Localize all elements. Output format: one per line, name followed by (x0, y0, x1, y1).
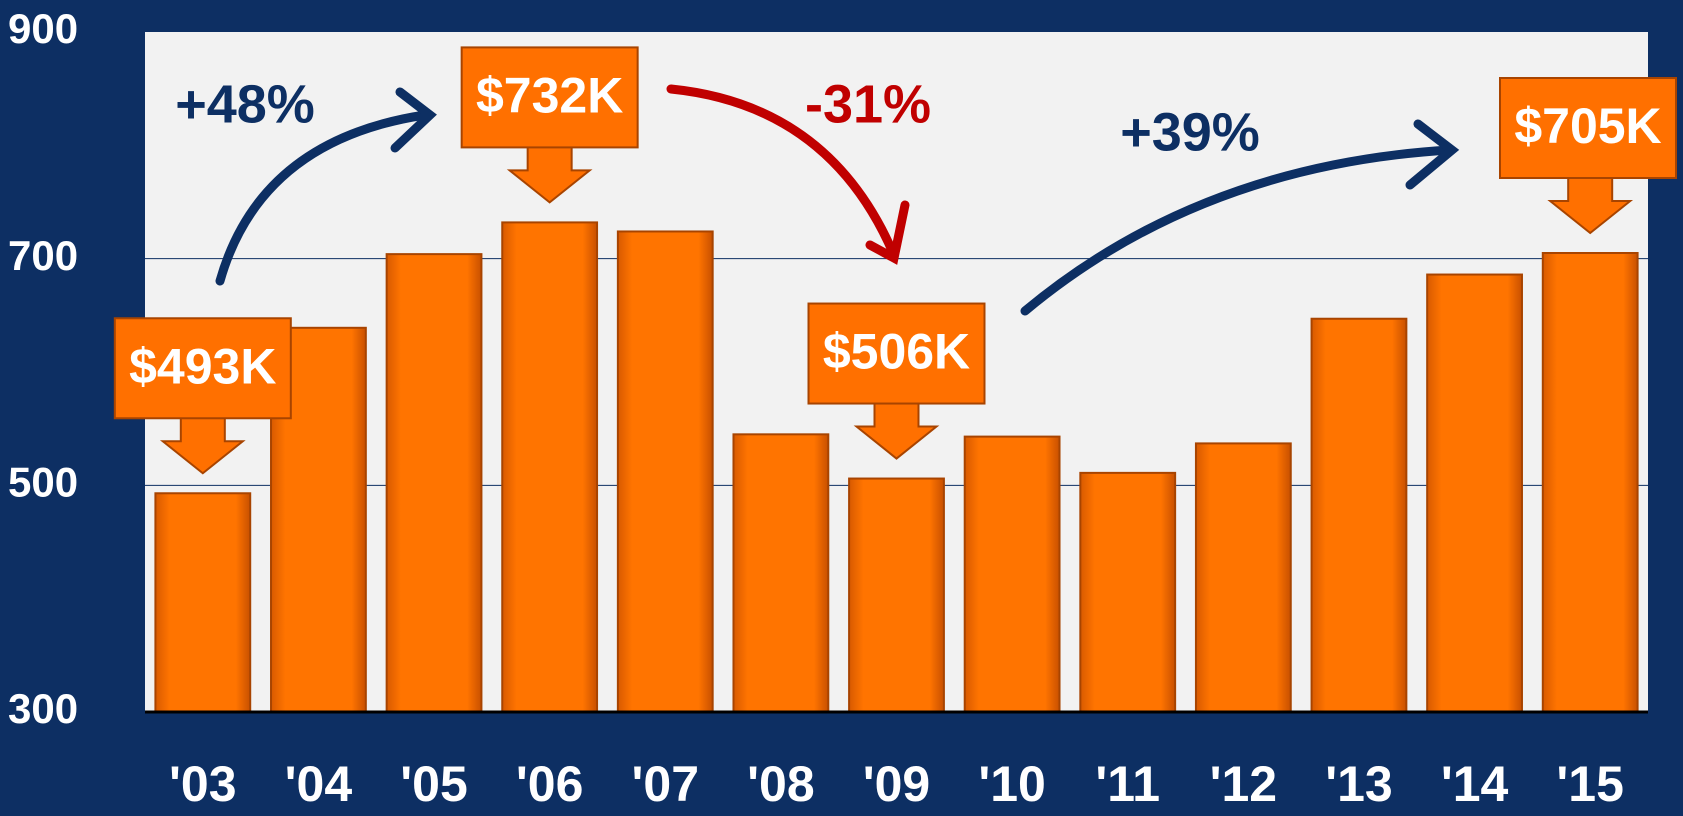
y-tick-label: 500 (8, 458, 78, 505)
callout-box (460, 46, 639, 149)
callout-arrow (159, 414, 246, 475)
x-tick-label: '10 (978, 756, 1046, 812)
bar (1079, 471, 1177, 713)
x-tick-label: '13 (1325, 756, 1393, 812)
callout-arrow (853, 399, 940, 460)
callout-arrow (1547, 174, 1634, 235)
x-tick-label: '04 (285, 756, 353, 812)
x-tick-label: '06 (516, 756, 584, 812)
x-tick-label: '07 (632, 756, 700, 812)
callout-box (1499, 77, 1677, 179)
annotation: +39% (1120, 102, 1260, 162)
bar (963, 435, 1061, 713)
trend-arrow (1020, 145, 1455, 316)
y-tick-label: 700 (8, 232, 78, 279)
bar (616, 230, 714, 713)
annotation: -31% (805, 74, 931, 134)
x-tick-label: '12 (1210, 756, 1278, 812)
callout-box (113, 317, 292, 420)
annotation: +48% (175, 74, 315, 134)
bar (848, 477, 945, 713)
value-label: $506K (823, 324, 970, 380)
y-tick-label: 900 (8, 5, 78, 52)
value-label: $705K (1514, 98, 1661, 154)
x-tick-label: '14 (1441, 756, 1509, 812)
x-tick-label: '15 (1556, 756, 1624, 812)
bar (1426, 273, 1523, 713)
bar (732, 433, 830, 713)
callout-arrow (506, 143, 593, 204)
bar (1194, 442, 1292, 713)
callout-box (807, 302, 986, 405)
x-tick-label: '03 (169, 756, 237, 812)
bar (1310, 317, 1408, 713)
x-tick-label: '05 (400, 756, 468, 812)
bar (154, 492, 252, 713)
arrow-head (1405, 119, 1460, 190)
value-label: $732K (476, 68, 623, 124)
arrow-head (390, 87, 437, 153)
x-tick-label: '11 (1095, 756, 1160, 812)
bar (501, 221, 599, 713)
x-tick-label: '08 (747, 756, 815, 812)
bar (385, 253, 483, 713)
arrow-head (865, 200, 910, 265)
y-tick-label: 300 (8, 685, 78, 732)
trend-arrow (666, 84, 899, 260)
value-label: $493K (129, 338, 276, 394)
trend-arrow (215, 110, 430, 286)
bar (1541, 252, 1639, 713)
x-tick-label: '09 (863, 756, 931, 812)
